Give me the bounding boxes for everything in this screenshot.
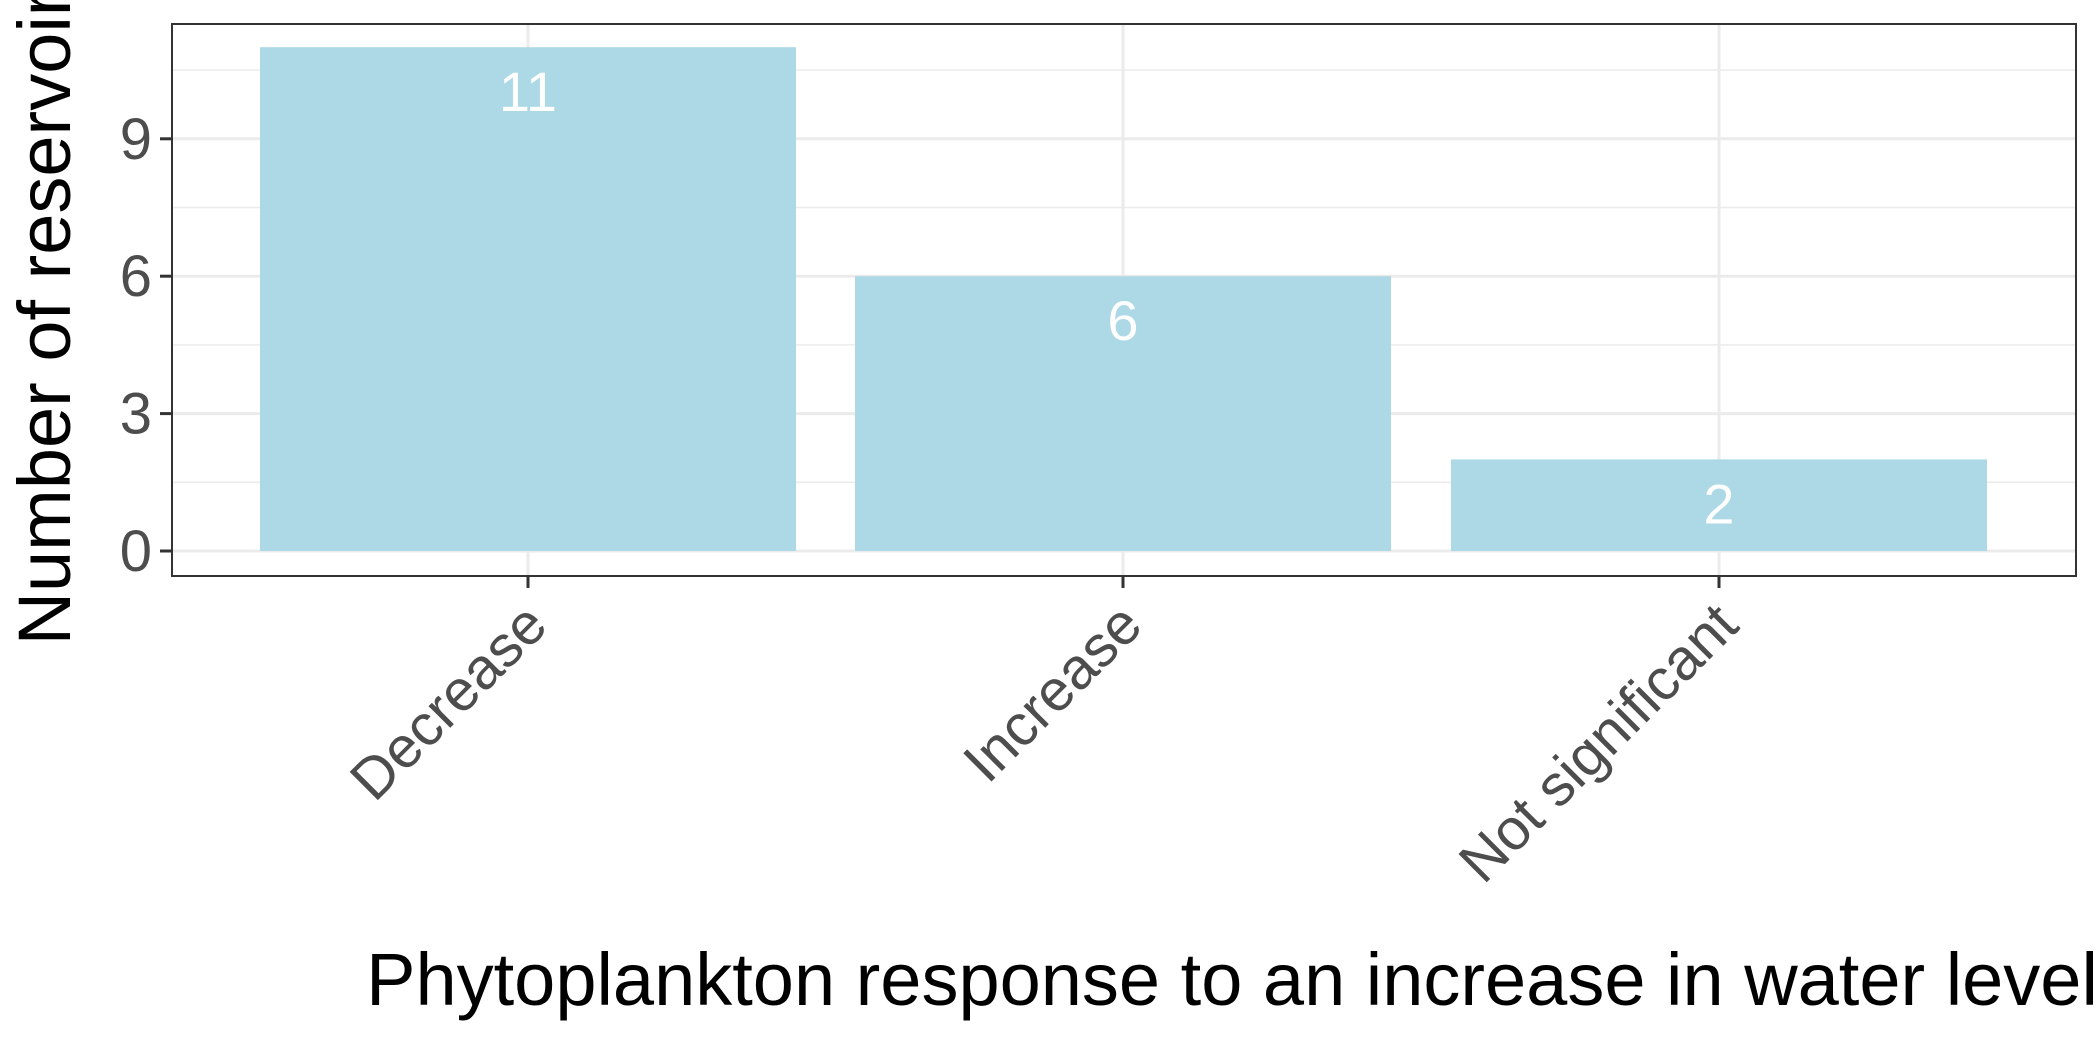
data-label: 11 [499, 60, 557, 123]
y-tick-label: 9 [120, 107, 152, 172]
bars [260, 47, 1987, 551]
y-tick-label: 3 [120, 382, 152, 447]
data-labels: 11 6 2 [499, 60, 1735, 535]
bar-increase [855, 276, 1391, 551]
y-tick-label: 6 [120, 244, 152, 309]
bar-decrease [260, 47, 796, 551]
y-tick-label: 0 [120, 519, 152, 584]
data-label: 2 [1703, 472, 1734, 535]
data-label: 6 [1107, 289, 1138, 352]
x-axis-title: Phytoplankton response to an increase in… [366, 938, 2098, 1021]
y-axis-title: Number of reservoirs [3, 0, 86, 645]
bar-not-significant [1451, 459, 1987, 551]
